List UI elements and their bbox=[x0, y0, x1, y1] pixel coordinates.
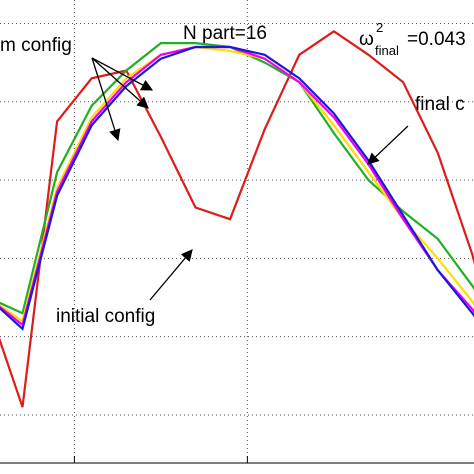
arrow-initial bbox=[149, 249, 193, 301]
omega-symbol: ω bbox=[359, 29, 374, 50]
series-line-1 bbox=[0, 41, 474, 315]
omega-value: =0.043 bbox=[407, 29, 466, 50]
arrow-minimum-to-yellow bbox=[91, 57, 149, 109]
chart-title: N part=16 bbox=[183, 23, 267, 44]
omega-superscript: 2 bbox=[376, 20, 383, 35]
grid-lines bbox=[0, 0, 474, 458]
axes bbox=[0, 456, 474, 464]
omega-subscript: final bbox=[375, 43, 399, 58]
annotation-minimum-config: m config bbox=[0, 35, 72, 56]
annotation-final-config: final c bbox=[415, 94, 465, 115]
arrow-minimum-to-green bbox=[91, 57, 154, 91]
series-lines bbox=[0, 29, 474, 408]
arrow-minimum-to-blue bbox=[91, 57, 121, 142]
series-line-0 bbox=[0, 29, 474, 408]
omega-label: ω 2 final =0.043 bbox=[359, 20, 466, 58]
annotation-arrows bbox=[91, 57, 409, 301]
arrow-final bbox=[367, 125, 409, 165]
series-line-4 bbox=[0, 45, 474, 331]
series-line-2 bbox=[0, 45, 474, 323]
annotation-initial-config: initial config bbox=[56, 306, 155, 327]
